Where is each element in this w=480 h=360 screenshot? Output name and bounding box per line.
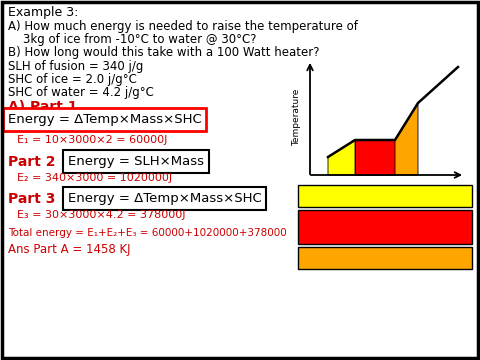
Text: SHC of water = 4.2 j/g°C: SHC of water = 4.2 j/g°C xyxy=(8,86,154,99)
Text: A) How much energy is needed to raise the temperature of: A) How much energy is needed to raise th… xyxy=(8,20,358,33)
Text: Energy = ΔTemp×Mass×SHC: Energy = ΔTemp×Mass×SHC xyxy=(68,192,262,205)
Text: E₂ = 340×3000 = 1020000J: E₂ = 340×3000 = 1020000J xyxy=(10,173,172,183)
Text: Total energy = E₁+E₂+E₃ = 60000+1020000+378000: Total energy = E₁+E₂+E₃ = 60000+1020000+… xyxy=(8,228,287,238)
Text: 3kg of ice from -10°C to water @ 30°C?: 3kg of ice from -10°C to water @ 30°C? xyxy=(8,33,256,46)
FancyBboxPatch shape xyxy=(298,247,472,269)
Text: E₁ = 10×3000×2 = 60000J: E₁ = 10×3000×2 = 60000J xyxy=(10,135,168,145)
Text: B) How long would this take with a 100 Watt heater?: B) How long would this take with a 100 W… xyxy=(8,46,320,59)
FancyBboxPatch shape xyxy=(298,185,472,207)
Text: E₃ = 30×3000×4.2 = 378000J: E₃ = 30×3000×4.2 = 378000J xyxy=(10,210,185,220)
Text: Time (energy): Time (energy) xyxy=(360,187,424,196)
Text: Part 3 ΔT for water 30°C: Part 3 ΔT for water 30°C xyxy=(302,250,429,260)
Text: Part 3: Part 3 xyxy=(8,192,55,206)
Polygon shape xyxy=(328,140,355,175)
Text: Ans Part A = 1458 KJ: Ans Part A = 1458 KJ xyxy=(8,243,131,256)
Text: Example 3:: Example 3: xyxy=(8,6,78,19)
Text: A) Part 1: A) Part 1 xyxy=(8,100,77,114)
Text: Energy = ΔTemp×Mass×SHC: Energy = ΔTemp×Mass×SHC xyxy=(8,113,202,126)
Text: Part 2 change of state ice
to water: Part 2 change of state ice to water xyxy=(302,213,436,235)
Polygon shape xyxy=(395,103,418,175)
Text: Part 2: Part 2 xyxy=(8,155,56,169)
Text: SHC of ice = 2.0 j/g°C: SHC of ice = 2.0 j/g°C xyxy=(8,73,137,86)
Polygon shape xyxy=(355,140,395,175)
Text: Energy = SLH×Mass: Energy = SLH×Mass xyxy=(68,155,204,168)
Text: Temperature: Temperature xyxy=(292,89,301,146)
Text: SLH of fusion = 340 j/g: SLH of fusion = 340 j/g xyxy=(8,60,144,73)
Text: Part 1 ΔT for ice 10°C: Part 1 ΔT for ice 10°C xyxy=(302,188,414,198)
FancyBboxPatch shape xyxy=(298,210,472,244)
